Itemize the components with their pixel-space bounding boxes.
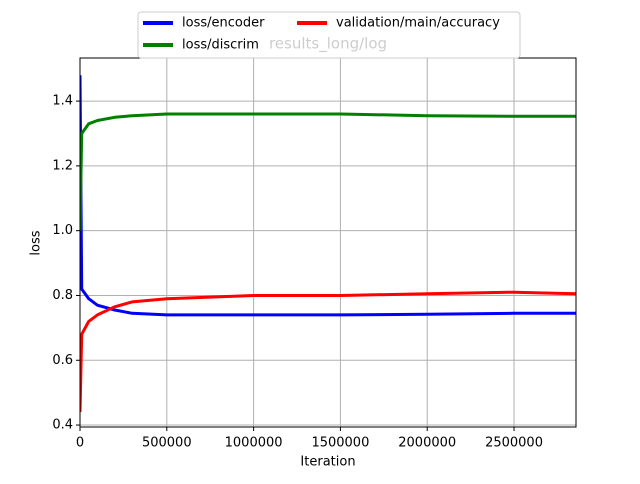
y-tick-label: 0.8 xyxy=(52,288,73,303)
y-tick-label: 0.6 xyxy=(52,353,73,368)
line xyxy=(80,112,576,231)
x-tick-label: 500000 xyxy=(142,436,192,451)
line xyxy=(80,75,576,317)
y-tick-label: 0.4 xyxy=(52,418,73,433)
x-tick-label: 1000000 xyxy=(225,436,283,451)
legend-label: validation/main/accuracy xyxy=(336,16,500,31)
x-tick-label: 0 xyxy=(76,436,84,451)
x-tick-label: 2000000 xyxy=(398,436,456,451)
y-tick-label: 1.2 xyxy=(52,158,73,173)
y-axis-label: loss xyxy=(29,230,44,255)
y-tick-label: 1.0 xyxy=(52,223,73,238)
x-axis-label: Iteration xyxy=(300,455,355,470)
x-tick-label: 1500000 xyxy=(311,436,369,451)
legend-label: loss/discrim xyxy=(182,38,259,53)
legend-box xyxy=(137,11,521,59)
legend-label: loss/encoder xyxy=(182,16,265,31)
y-tick-label: 1.4 xyxy=(52,94,73,109)
line xyxy=(80,290,576,413)
x-tick-label: 2500000 xyxy=(485,436,543,451)
